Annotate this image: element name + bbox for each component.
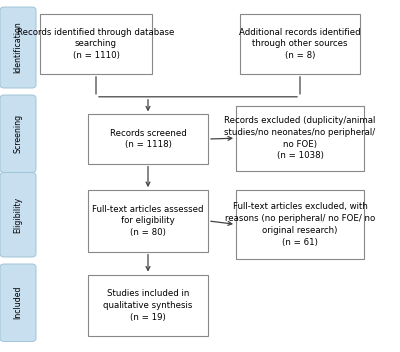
Text: Additional records identified
through other sources
(n = 8): Additional records identified through ot… <box>239 28 361 60</box>
FancyBboxPatch shape <box>0 7 36 88</box>
FancyBboxPatch shape <box>88 190 208 252</box>
Text: Records screened
(n = 1118): Records screened (n = 1118) <box>110 128 186 150</box>
FancyBboxPatch shape <box>88 275 208 336</box>
FancyBboxPatch shape <box>240 14 360 74</box>
Text: Included: Included <box>14 286 22 320</box>
Text: Identification: Identification <box>14 21 22 74</box>
FancyBboxPatch shape <box>0 95 36 172</box>
FancyBboxPatch shape <box>0 172 36 257</box>
Text: Records excluded (duplicity/animal
studies/no neonates/no peripheral/
no FOE)
(n: Records excluded (duplicity/animal studi… <box>224 116 376 161</box>
FancyBboxPatch shape <box>88 114 208 164</box>
FancyBboxPatch shape <box>236 190 364 259</box>
Text: Screening: Screening <box>14 114 22 153</box>
FancyBboxPatch shape <box>0 264 36 341</box>
Text: Eligibility: Eligibility <box>14 197 22 233</box>
Text: Studies included in
qualitative synthesis
(n = 19): Studies included in qualitative synthesi… <box>103 289 193 322</box>
Text: Full-text articles excluded, with
reasons (no peripheral/ no FOE/ no
original re: Full-text articles excluded, with reason… <box>225 202 375 247</box>
Text: Records identified through database
searching
(n = 1110): Records identified through database sear… <box>17 28 175 60</box>
Text: Full-text articles assessed
for eligibility
(n = 80): Full-text articles assessed for eligibil… <box>92 205 204 237</box>
FancyBboxPatch shape <box>236 106 364 171</box>
FancyBboxPatch shape <box>40 14 152 74</box>
